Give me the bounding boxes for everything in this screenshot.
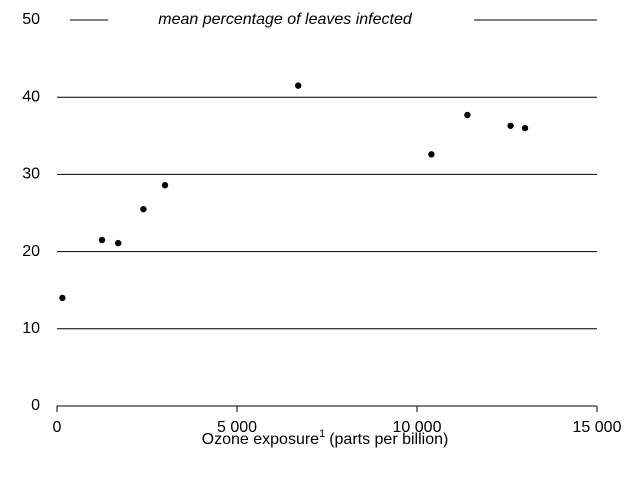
data-point: [98, 236, 106, 244]
x-tick-label: 10 000: [393, 419, 442, 436]
data-point: [507, 122, 514, 129]
x-axis-label: Ozone exposure: [202, 431, 320, 448]
y-tick-label: 0: [31, 397, 40, 414]
y-tick-label: 50: [22, 11, 40, 28]
data-point: [295, 82, 302, 89]
data-point: [59, 294, 66, 302]
x-axis-title: Ozone exposure1 (parts per billion): [202, 428, 449, 448]
x-tick-label: 15 000: [573, 419, 622, 436]
y-tick-label: 20: [22, 243, 40, 260]
data-point: [521, 124, 529, 132]
y-tick-label: 40: [22, 88, 40, 105]
y-axis-title: mean percentage of leaves infected: [158, 11, 413, 28]
x-axis-unit: (parts per billion): [329, 431, 448, 448]
data-point: [115, 239, 122, 247]
data-point: [140, 205, 147, 213]
data-point: [464, 111, 471, 119]
x-axis-note: 1: [319, 428, 325, 440]
data-point: [161, 182, 169, 189]
y-tick-label: 10: [22, 320, 40, 337]
data-point: [428, 151, 435, 158]
y-tick-label: 30: [22, 166, 40, 183]
label-gap: [108, 10, 474, 30]
x-tick-label: 5 000: [217, 419, 257, 436]
x-tick-label: 0: [53, 419, 62, 436]
